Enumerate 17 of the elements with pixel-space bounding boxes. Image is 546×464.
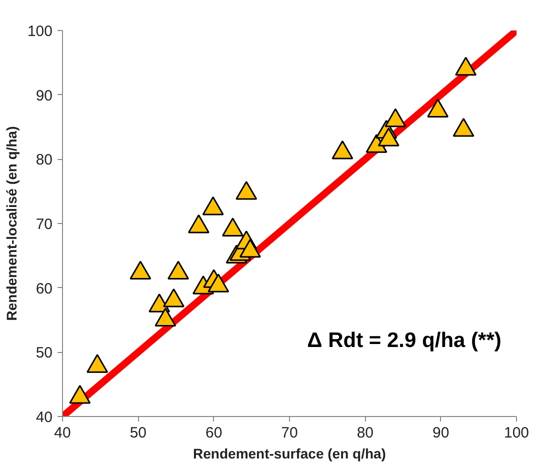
y-tick-label: 70	[36, 216, 53, 233]
y-tick-label: 40	[36, 409, 53, 426]
x-axis-title: Rendement-surface (en q/ha)	[193, 446, 386, 462]
y-tick-label: 50	[36, 344, 53, 362]
y-tick-label: 80	[36, 152, 53, 169]
x-tick-label: 60	[205, 424, 222, 442]
x-tick-label: 90	[432, 424, 450, 442]
y-axis-title: Rendement-localisé (en q/ha)	[3, 126, 20, 321]
x-tick-label: 80	[356, 424, 374, 442]
y-tick-label: 60	[36, 280, 53, 298]
x-tick-label: 40	[54, 424, 71, 442]
x-tick-label: 70	[281, 424, 298, 442]
annotation: Δ Rdt = 2.9 q/ha (**)	[307, 329, 502, 352]
y-tick-label: 100	[27, 23, 53, 40]
y-tick-label: 90	[36, 87, 53, 104]
x-tick-label: 100	[504, 424, 530, 442]
x-tick-label: 50	[130, 424, 147, 442]
